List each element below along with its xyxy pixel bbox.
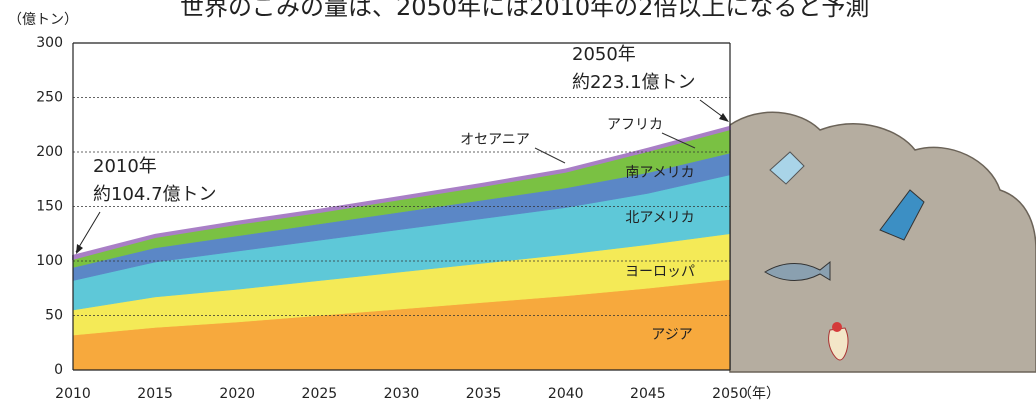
- y-tick-label: 50: [45, 308, 63, 324]
- y-axis-unit: （億トン）: [8, 12, 78, 28]
- x-tick-label: 2010: [55, 386, 91, 402]
- annotation: 2050年: [572, 44, 636, 65]
- y-tick-label: 250: [36, 90, 63, 106]
- annotation: 約223.1億トン: [572, 72, 696, 93]
- arrow-head: [719, 113, 729, 122]
- series-label: アジア: [651, 327, 692, 343]
- chart: 世界のごみの量は、2050年には2010年の2倍以上になると予測 （億トン） （…: [0, 0, 1036, 405]
- series-label: 北アメリカ: [625, 210, 694, 226]
- chart-title: 世界のごみの量は、2050年には2010年の2倍以上になると予測: [180, 0, 869, 21]
- series-label: オセアニア: [460, 132, 530, 148]
- annotation: 約104.7億トン: [93, 184, 217, 205]
- x-tick-label: 2045: [630, 386, 666, 402]
- x-tick-label: 2035: [466, 386, 502, 402]
- series-label: 南アメリカ: [625, 165, 694, 181]
- x-tick-label: 2030: [384, 386, 420, 402]
- x-tick-label: 2050: [712, 386, 748, 402]
- y-tick-label: 0: [54, 362, 63, 378]
- y-tick-label: 150: [36, 199, 63, 215]
- y-tick-label: 100: [36, 253, 63, 269]
- y-tick-label: 300: [36, 35, 63, 51]
- series-label: ヨーロッパ: [625, 264, 695, 280]
- annotation: 2010年: [93, 156, 157, 177]
- x-tick-label: 2015: [137, 386, 173, 402]
- leader-line: [535, 148, 565, 163]
- series-label: アフリカ: [607, 117, 663, 133]
- garbage-illustration: [730, 112, 1036, 372]
- x-tick-label: 2020: [219, 386, 255, 402]
- x-tick-label: 2040: [548, 386, 584, 402]
- x-tick-label: 2025: [302, 386, 338, 402]
- y-tick-label: 200: [36, 144, 63, 160]
